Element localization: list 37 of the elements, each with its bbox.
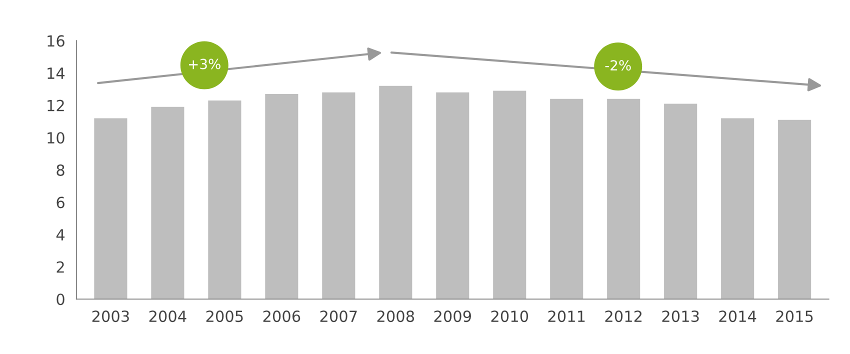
x-tick-label: 2007: [320, 310, 357, 322]
y-tick-label: 12: [48, 100, 64, 112]
bar: [550, 98, 584, 300]
bar: [94, 118, 128, 300]
bar: [208, 100, 242, 300]
x-tick-label: 2008: [377, 310, 414, 322]
bar: [322, 92, 356, 300]
x-tick-label: 2009: [434, 310, 471, 322]
bar: [607, 98, 640, 300]
bar: [265, 94, 298, 300]
y-tick-label: 8: [56, 164, 64, 176]
bar: [778, 120, 812, 300]
x-tick-label: 2003: [92, 310, 129, 322]
x-tick-label: 2010: [491, 310, 528, 322]
bar: [721, 118, 754, 300]
x-tick-label: 2013: [662, 310, 699, 322]
y-tick-label: 0: [56, 294, 64, 306]
y-tick-label: 16: [48, 35, 64, 47]
bar: [664, 104, 698, 300]
bar: [436, 92, 470, 300]
bar: [151, 106, 184, 300]
annotation: +3%: [189, 58, 220, 70]
bar: [379, 86, 412, 300]
y-tick-label: 6: [56, 196, 64, 208]
bar: [493, 90, 526, 300]
x-tick-label: 2014: [719, 310, 756, 322]
x-tick-label: 2006: [263, 310, 300, 322]
x-tick-label: 2005: [206, 310, 243, 322]
y-tick-label: 14: [48, 68, 65, 79]
annotation: -2%: [605, 60, 631, 71]
x-tick-label: 2012: [605, 310, 642, 322]
y-tick-label: 2: [56, 261, 64, 273]
y-tick-label: 10: [48, 132, 64, 144]
x-tick-label: 2015: [776, 310, 813, 322]
x-tick-label: 2011: [548, 310, 585, 322]
y-tick-label: 4: [56, 229, 65, 240]
x-tick-label: 2004: [149, 310, 186, 322]
